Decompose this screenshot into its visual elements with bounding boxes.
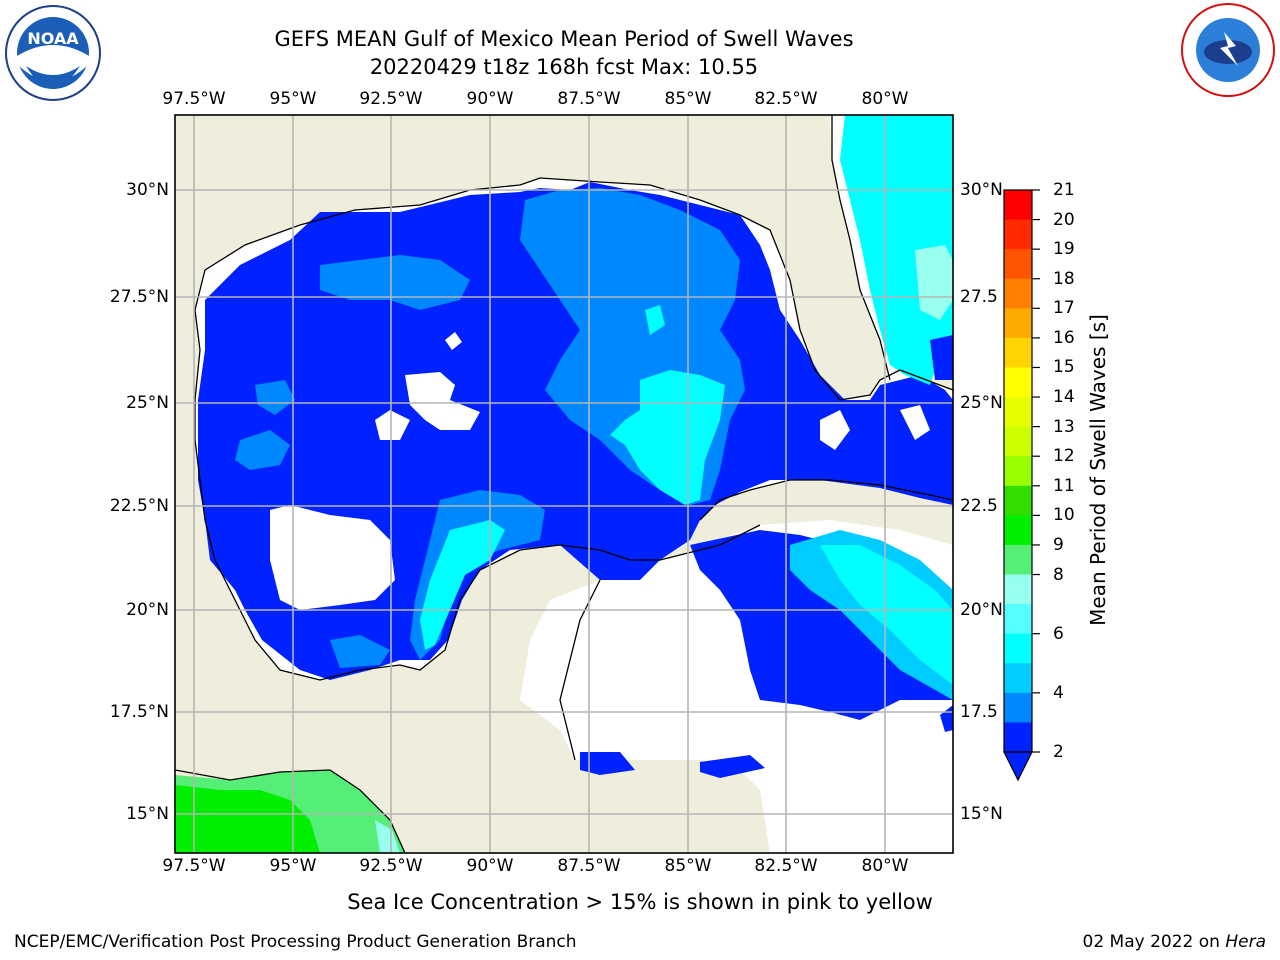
colorbar-swatch bbox=[1004, 604, 1032, 635]
svg-text:NOAA: NOAA bbox=[27, 29, 79, 48]
colorbar-tick-label: 20 bbox=[1053, 209, 1075, 230]
plot-title: GEFS MEAN Gulf of Mexico Mean Period of … bbox=[274, 27, 854, 51]
lon-tick-top: 85°W bbox=[664, 89, 712, 109]
colorbar-extend-arrow bbox=[1003, 751, 1033, 782]
lon-tick-bottom: 87.5°W bbox=[557, 856, 621, 876]
map-frame bbox=[174, 114, 954, 854]
colorbar-tick-label: 14 bbox=[1053, 387, 1075, 408]
colorbar-swatch bbox=[1004, 544, 1032, 576]
colorbar-swatch bbox=[1004, 426, 1032, 457]
colorbar-swatch bbox=[1004, 485, 1032, 516]
lat-tick-left: 27.5°N bbox=[109, 287, 169, 307]
footer-date-text: 02 May 2022 on bbox=[1082, 932, 1226, 952]
colorbar-swatch bbox=[1004, 722, 1032, 753]
colorbar-tick-label: 4 bbox=[1053, 682, 1064, 703]
colorbar-frame bbox=[1003, 189, 1033, 753]
colorbar-tick-label: 19 bbox=[1053, 239, 1075, 260]
lat-tick-left: 17.5°N bbox=[109, 702, 169, 722]
lat-tick-left: 25°N bbox=[126, 393, 169, 413]
lat-tick-left: 30°N bbox=[126, 180, 169, 200]
lon-tick-top: 82.5°W bbox=[754, 89, 818, 109]
colorbar-swatch bbox=[1004, 633, 1032, 664]
colorbar-tick-label: 11 bbox=[1053, 475, 1075, 496]
colorbar-tick-label: 16 bbox=[1053, 327, 1075, 348]
lat-tick-right: 20°N bbox=[960, 600, 1003, 620]
lon-tick-bottom: 90°W bbox=[466, 856, 514, 876]
noaa-logo: NOAA bbox=[4, 4, 102, 102]
colorbar-tick-label: 15 bbox=[1053, 357, 1075, 378]
colorbar-tick-label: 2 bbox=[1053, 742, 1064, 762]
footer-machine: Hera bbox=[1225, 932, 1266, 952]
lon-tick-bottom: 85°W bbox=[664, 856, 712, 876]
lat-tick-right: 27.5 bbox=[960, 287, 998, 307]
lat-tick-right: 22.5 bbox=[960, 496, 998, 516]
lon-tick-bottom: 97.5°W bbox=[162, 856, 226, 876]
colorbar-tick-label: 12 bbox=[1053, 446, 1075, 467]
lat-tick-right: 25°N bbox=[960, 393, 1003, 413]
lon-tick-top: 92.5°W bbox=[359, 89, 423, 109]
colorbar-swatch bbox=[1004, 367, 1032, 398]
colorbar-swatch bbox=[1004, 692, 1032, 723]
lon-tick-top: 80°W bbox=[861, 89, 909, 109]
colorbar-tick-label: 13 bbox=[1053, 416, 1075, 437]
lon-tick-bottom: 92.5°W bbox=[359, 856, 423, 876]
colorbar-swatch bbox=[1004, 574, 1032, 605]
colorbar-swatch bbox=[1004, 308, 1032, 339]
lon-tick-bottom: 82.5°W bbox=[754, 856, 818, 876]
colorbar-swatch bbox=[1004, 190, 1032, 221]
colorbar-tick-label: 8 bbox=[1053, 564, 1064, 585]
sea-ice-caption: Sea Ice Concentration > 15% is shown in … bbox=[347, 890, 933, 914]
lon-tick-top: 90°W bbox=[466, 89, 514, 109]
lon-tick-bottom: 80°W bbox=[861, 856, 909, 876]
lat-tick-left: 20°N bbox=[126, 600, 169, 620]
lon-tick-top: 97.5°W bbox=[162, 89, 226, 109]
lat-tick-left: 22.5°N bbox=[109, 496, 169, 516]
colorbar-swatch bbox=[1004, 397, 1032, 428]
colorbar bbox=[1003, 189, 1040, 782]
nws-logo bbox=[1180, 2, 1276, 98]
colorbar-swatch bbox=[1004, 278, 1032, 309]
colorbar-swatch bbox=[1004, 219, 1032, 250]
colorbar-label: Mean Period of Swell Waves [s] bbox=[1086, 314, 1110, 626]
lat-tick-right: 17.5 bbox=[960, 702, 998, 722]
footer-credit: NCEP/EMC/Verification Post Processing Pr… bbox=[14, 932, 577, 952]
footer-date: 02 May 2022 on Hera bbox=[1083, 932, 1267, 952]
lon-tick-bottom: 95°W bbox=[269, 856, 317, 876]
colorbar-tick-label: 6 bbox=[1053, 623, 1064, 644]
plot-subtitle: 20220429 t18z 168h fcst Max: 10.55 bbox=[369, 55, 759, 79]
graticule bbox=[175, 115, 953, 853]
colorbar-swatch bbox=[1004, 249, 1032, 280]
colorbar-tick-label: 10 bbox=[1053, 505, 1075, 526]
colorbar-swatch bbox=[1004, 515, 1032, 546]
colorbar-swatch bbox=[1004, 663, 1032, 694]
lat-tick-left: 15°N bbox=[126, 804, 169, 824]
colorbar-tick-label: 21 bbox=[1053, 180, 1075, 200]
colorbar-tick-label: 18 bbox=[1053, 268, 1075, 289]
colorbar-swatch bbox=[1004, 456, 1032, 487]
colorbar-swatch bbox=[1004, 337, 1032, 368]
lat-tick-right: 15°N bbox=[960, 804, 1003, 824]
lon-tick-top: 95°W bbox=[269, 89, 317, 109]
colorbar-tick-label: 17 bbox=[1053, 298, 1075, 319]
colorbar-tick-label: 9 bbox=[1053, 534, 1064, 555]
lat-tick-right: 30°N bbox=[960, 180, 1003, 200]
lon-tick-top: 87.5°W bbox=[557, 89, 621, 109]
